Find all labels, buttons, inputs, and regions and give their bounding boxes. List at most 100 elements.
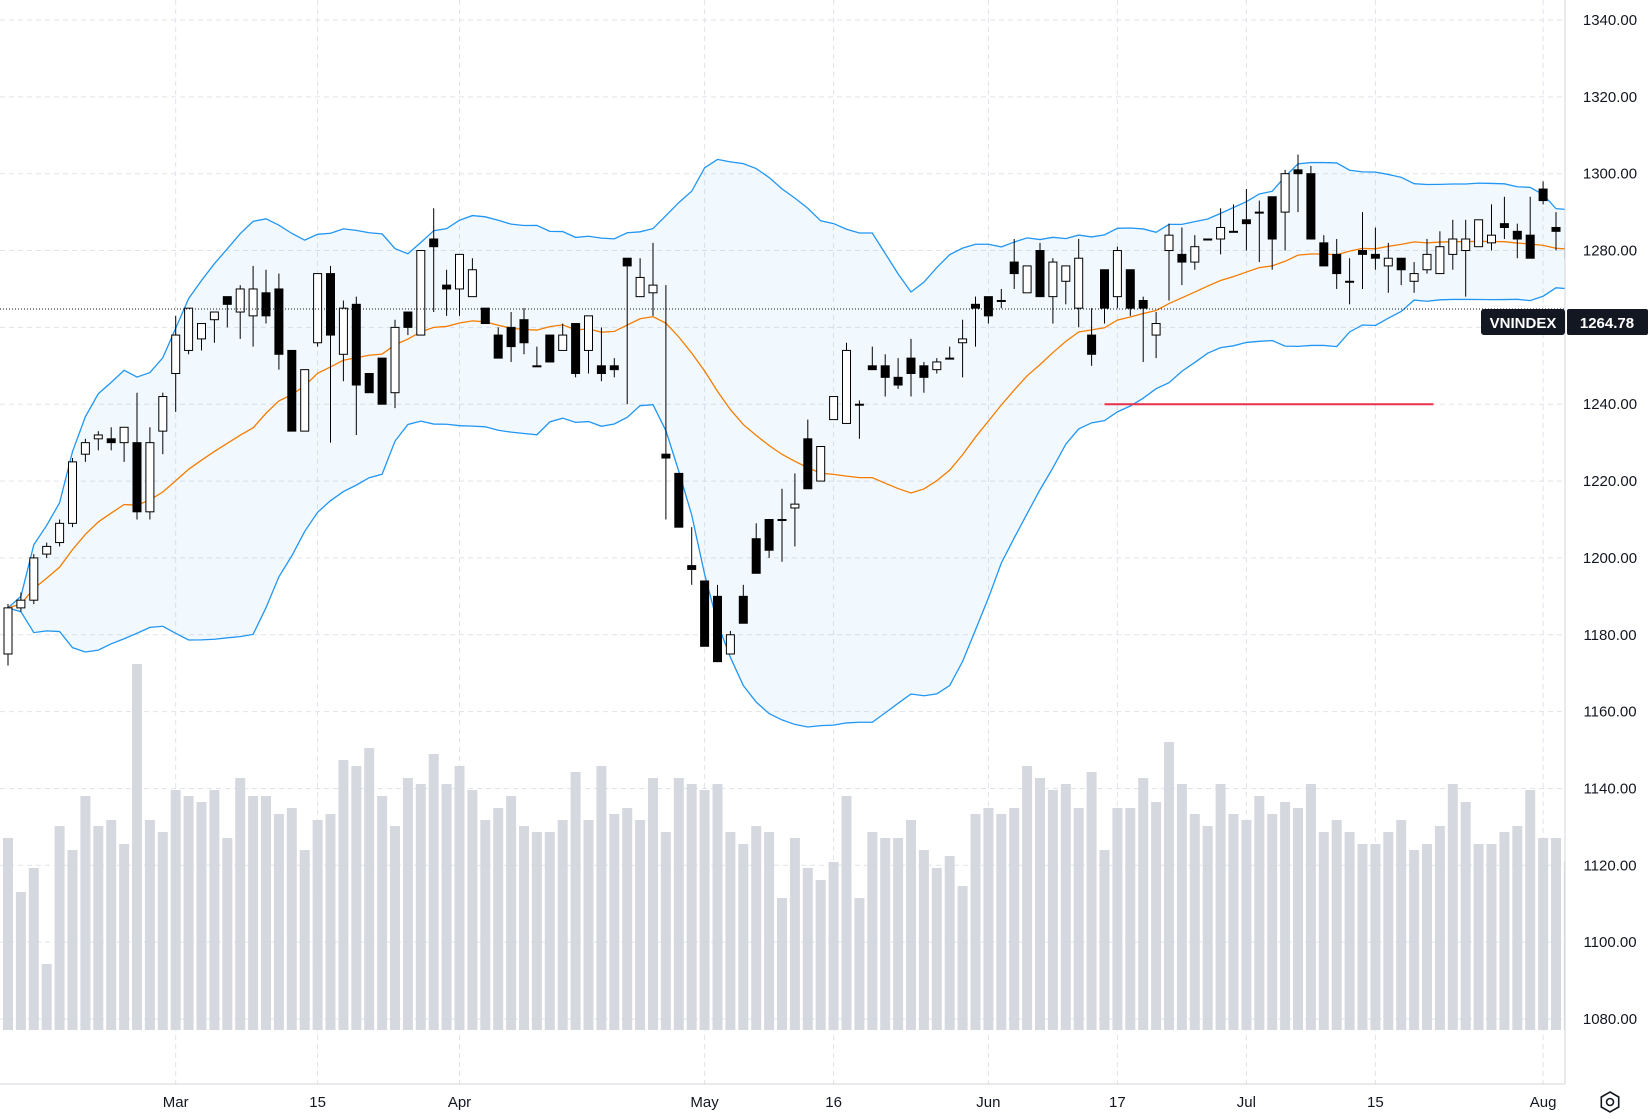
candle xyxy=(287,349,297,432)
candle xyxy=(1332,239,1342,289)
candle-body xyxy=(532,365,542,368)
volume-bar xyxy=(712,784,723,1030)
candle-body xyxy=(338,307,348,355)
volume-bar xyxy=(1293,808,1303,1030)
volume-bar xyxy=(402,778,413,1030)
volume-bar xyxy=(1099,850,1110,1030)
volume-bar xyxy=(673,778,684,1030)
candle xyxy=(416,250,426,336)
volume-bar xyxy=(41,964,52,1030)
candle xyxy=(1306,166,1316,240)
volume-bar xyxy=(983,808,994,1030)
candle xyxy=(351,296,361,435)
candle-body xyxy=(1280,173,1290,213)
volume-bar xyxy=(119,844,130,1030)
volume-bar xyxy=(144,820,155,1030)
volume-bar xyxy=(28,868,39,1030)
moving-average-line xyxy=(7,240,1595,609)
candlesticks[interactable] xyxy=(3,154,1600,666)
volume-bar xyxy=(132,664,142,1030)
candle-body xyxy=(3,607,13,655)
candle xyxy=(68,458,77,528)
candle-body xyxy=(1061,265,1071,282)
settings-gear-icon[interactable] xyxy=(1600,1091,1620,1113)
volume-bar xyxy=(893,838,904,1030)
candle-body xyxy=(1358,250,1367,255)
price-axis-bg[interactable] xyxy=(1565,0,1650,1119)
candle xyxy=(764,519,774,558)
volume-bar xyxy=(15,892,26,1030)
candle xyxy=(1345,258,1355,305)
candle-body xyxy=(261,292,271,317)
candle-body xyxy=(906,357,916,374)
candle-body xyxy=(1151,323,1161,336)
candle xyxy=(80,438,90,462)
last-price-badge: VNINDEX 1264.78 xyxy=(1481,309,1648,335)
candle-body xyxy=(829,396,839,421)
candle-body xyxy=(1138,299,1148,309)
volume-bar xyxy=(1073,808,1084,1030)
symbol-badge-bg xyxy=(1481,309,1565,335)
volume-bar xyxy=(1357,844,1368,1030)
volume-bar xyxy=(248,796,259,1030)
volume-bar xyxy=(738,844,749,1030)
candle-body xyxy=(351,303,361,386)
volume-bar xyxy=(454,766,465,1030)
candle-body xyxy=(1306,173,1316,240)
candle-body xyxy=(1254,211,1264,214)
candle xyxy=(158,392,168,455)
candle xyxy=(1035,242,1045,298)
candle xyxy=(519,308,529,355)
candle-body xyxy=(1396,257,1406,271)
volume-bar xyxy=(970,814,981,1030)
candle-body xyxy=(1461,238,1471,252)
volume-bar xyxy=(918,850,929,1030)
candle-body xyxy=(93,434,103,440)
candle-body xyxy=(867,365,877,371)
candle xyxy=(880,354,890,397)
candle-body xyxy=(790,503,800,509)
candle xyxy=(945,346,955,360)
candle xyxy=(55,519,65,547)
candle xyxy=(377,357,387,405)
candle-body xyxy=(1177,253,1187,263)
candle xyxy=(1138,296,1148,362)
candle-body xyxy=(493,334,503,359)
candle-body xyxy=(326,273,335,336)
candle xyxy=(467,258,477,298)
candle xyxy=(1100,269,1109,324)
candle-body xyxy=(455,253,464,290)
candle-body xyxy=(1487,234,1496,244)
candle-body xyxy=(145,442,155,513)
candle xyxy=(996,288,1006,309)
volume-bar xyxy=(1486,844,1497,1030)
candle xyxy=(390,319,400,409)
candle xyxy=(209,311,219,343)
price-tick-label: 1340.00 xyxy=(1583,12,1637,29)
volume-bar xyxy=(106,820,117,1030)
volume-bar xyxy=(196,802,207,1030)
candle-body xyxy=(816,445,826,482)
candle-body xyxy=(842,349,851,424)
symbol-label: VNINDEX xyxy=(1490,315,1557,332)
volume-bar xyxy=(93,826,104,1030)
candle xyxy=(1383,242,1393,293)
candle-body xyxy=(1112,250,1122,298)
volume-bar xyxy=(54,826,65,1030)
candle xyxy=(442,269,452,316)
candle xyxy=(364,372,374,394)
candle-body xyxy=(184,307,194,351)
volume-bar xyxy=(802,868,813,1030)
volume-bar xyxy=(170,790,181,1030)
volume-bar xyxy=(183,796,194,1030)
candle-body xyxy=(1216,226,1226,240)
volume-bar xyxy=(1164,742,1174,1030)
candle-body xyxy=(119,426,129,444)
candle xyxy=(1293,154,1303,213)
candle xyxy=(171,315,181,412)
candle xyxy=(1190,235,1200,270)
candle-body xyxy=(1383,257,1393,267)
candle-body xyxy=(68,461,77,524)
volume-bar xyxy=(764,832,775,1030)
